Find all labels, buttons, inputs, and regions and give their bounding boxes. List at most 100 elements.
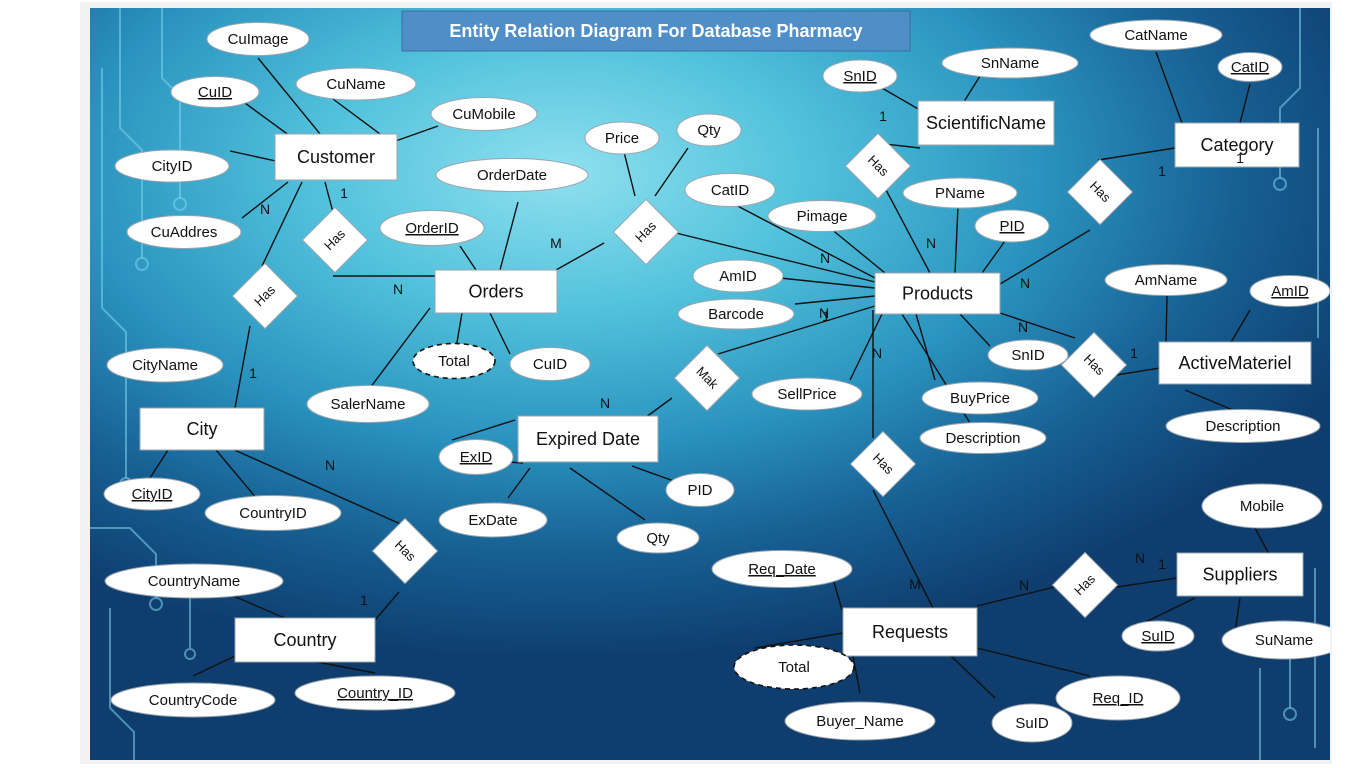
cardinality-label: N	[1019, 577, 1029, 593]
attribute-cityname: CityName	[106, 347, 224, 383]
attribute-label: Description	[945, 430, 1020, 447]
attribute-label: Req_Date	[748, 561, 816, 578]
attribute-label: OrderID	[405, 220, 459, 237]
cardinality-label: N	[820, 250, 830, 266]
attribute-label: Description	[1205, 418, 1280, 435]
relationship-has_cust_orders: Has	[301, 206, 369, 274]
entity-activemateriel: ActiveMateriel	[1158, 341, 1312, 385]
cardinality-label: N	[1020, 275, 1030, 291]
attribute-countryname: CountryName	[104, 563, 284, 599]
attribute-label: OrderDate	[477, 167, 547, 184]
entity-requests: Requests	[842, 607, 978, 657]
attribute-barcode: Barcode	[677, 298, 795, 330]
attribute-cuaddres: CuAddres	[126, 215, 242, 249]
slide-background: Entity Relation Diagram For Database Pha…	[90, 8, 1330, 760]
attribute-label: SuID	[1141, 628, 1175, 645]
attribute-countryid: CountryID	[204, 495, 342, 531]
attribute-amname: AmName	[1104, 264, 1228, 296]
attribute-label: CuMobile	[452, 106, 515, 123]
attribute-cuid: CuID	[170, 76, 260, 108]
attribute-req_id: Req_ID	[1055, 675, 1181, 721]
attribute-label: AmName	[1135, 272, 1198, 289]
attribute-label: Country_ID	[337, 685, 413, 702]
attribute-snid2: SnID	[987, 339, 1069, 371]
cardinality-label: N	[926, 235, 936, 251]
attribute-cityid2: CityID	[103, 477, 201, 511]
relationship-has_cust_city: Has	[231, 262, 299, 330]
er-diagram: Entity Relation Diagram For Database Pha…	[90, 8, 1330, 760]
attribute-label: CuID	[533, 356, 567, 373]
attribute-cuname: CuName	[295, 67, 417, 101]
entity-label: Requests	[872, 622, 948, 642]
attribute-orderid: OrderID	[379, 210, 485, 246]
attribute-label: Total	[438, 353, 470, 370]
cardinality-label: 1	[1130, 345, 1138, 361]
attribute-label: CityID	[152, 158, 193, 175]
entity-label: Customer	[297, 147, 375, 167]
cardinality-label: N	[260, 201, 270, 217]
attribute-req_date: Req_Date	[711, 550, 853, 588]
attribute-suid1: SuID	[991, 703, 1073, 743]
cardinality-label: N	[1135, 550, 1145, 566]
attribute-cityid1: CityID	[114, 149, 230, 183]
attribute-cumobile: CuMobile	[430, 97, 538, 131]
entity-label: Expired Date	[536, 429, 640, 449]
attribute-snname: SnName	[941, 47, 1079, 79]
entity-label: ActiveMateriel	[1178, 353, 1291, 373]
entity-label: Country	[273, 630, 336, 650]
attribute-price: Price	[584, 121, 660, 155]
attribute-pid1: PID	[974, 209, 1050, 243]
attribute-total1: Total	[412, 342, 496, 380]
cardinality-label: N	[819, 305, 829, 321]
attribute-desc2: Description	[1165, 409, 1321, 443]
attribute-label: CityID	[132, 486, 173, 503]
attribute-label: CuID	[198, 84, 232, 101]
cardinality-label: N	[1018, 319, 1028, 335]
attribute-label: SuName	[1255, 632, 1313, 649]
entity-expired: Expired Date	[517, 415, 659, 463]
attribute-amid1: AmID	[692, 259, 784, 293]
attribute-label: CuName	[326, 76, 385, 93]
entity-suppliers: Suppliers	[1176, 552, 1304, 597]
relationship-has_products_req: Has	[849, 430, 917, 498]
entity-label: City	[187, 419, 218, 439]
attribute-label: SnID	[1011, 347, 1045, 364]
attribute-qty1: Qty	[676, 113, 742, 147]
attribute-pid2: PID	[665, 473, 735, 507]
attribute-label: SnName	[981, 55, 1039, 72]
attribute-suid2: SuID	[1121, 620, 1195, 652]
attribute-label: PID	[999, 218, 1024, 235]
attribute-exdate: ExDate	[438, 502, 548, 538]
entity-city: City	[139, 407, 265, 451]
relationship-has_req_sup: Has	[1051, 551, 1119, 619]
cardinality-label: N	[325, 457, 335, 473]
attribute-label: ExDate	[468, 512, 517, 529]
attribute-label: BuyPrice	[950, 390, 1010, 407]
relationship-has_products_cat: Has	[1066, 158, 1134, 226]
entity-label: ScientificName	[926, 113, 1046, 133]
cardinality-label: 1	[1236, 150, 1244, 166]
cardinality-label: N	[872, 345, 882, 361]
attribute-label: PName	[935, 185, 985, 202]
attribute-label: CuImage	[228, 31, 289, 48]
cardinality-label: N	[600, 395, 610, 411]
attribute-label: SuID	[1015, 715, 1049, 732]
attribute-label: CatID	[711, 182, 750, 199]
relationship-mak_products_exp: Mak	[673, 344, 741, 412]
attribute-catid2: CatID	[1217, 52, 1283, 82]
attribute-desc1: Description	[919, 422, 1047, 454]
attribute-label: Qty	[646, 530, 670, 547]
attribute-label: CityName	[132, 357, 198, 374]
attribute-label: SnID	[843, 68, 877, 85]
entity-country: Country	[234, 617, 376, 663]
attribute-country_id: Country_ID	[294, 675, 456, 711]
attribute-label: CountryCode	[149, 692, 237, 709]
attribute-label: CuAddres	[151, 224, 218, 241]
attribute-sellprice: SellPrice	[751, 377, 863, 411]
attribute-catname: CatName	[1089, 19, 1223, 51]
cardinality-label: M	[909, 576, 921, 592]
attribute-total2: Total	[733, 644, 855, 690]
cardinality-label: M	[550, 235, 562, 251]
attribute-snid1: SnID	[822, 59, 898, 93]
title-text: Entity Relation Diagram For Database Pha…	[449, 21, 862, 41]
